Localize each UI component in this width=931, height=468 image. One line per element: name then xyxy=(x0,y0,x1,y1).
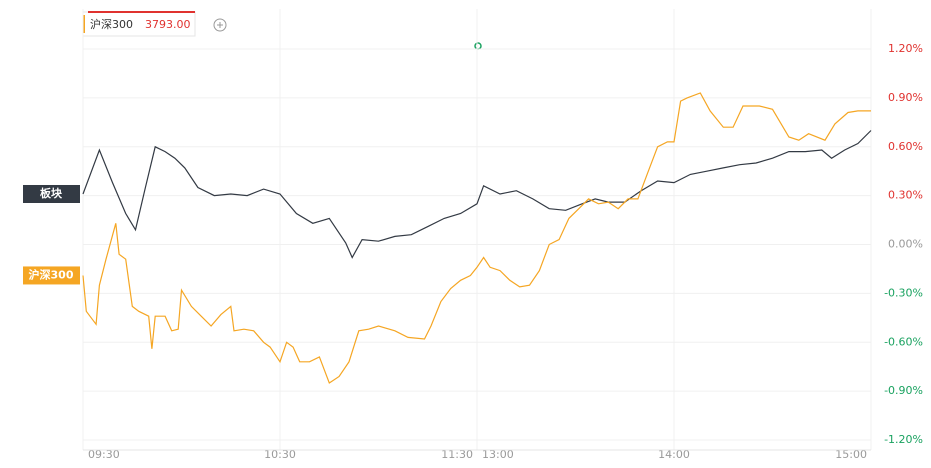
legend-tab[interactable]: 沪深300 3793.00 xyxy=(82,11,196,37)
series-line xyxy=(82,130,872,259)
legend-name: 沪深300 xyxy=(90,17,133,31)
series-badge xyxy=(23,266,80,285)
y-tick-label: 0.90% xyxy=(888,91,923,104)
add-button[interactable] xyxy=(213,18,227,32)
y-tick-label: -0.90% xyxy=(884,384,923,397)
add-plus xyxy=(217,22,223,28)
legend-value: 3793.00 xyxy=(145,18,191,31)
y-tick-label: 0.00% xyxy=(888,238,923,251)
x-tick-label: 14:00 xyxy=(658,448,690,461)
series-badge-label: 板块 xyxy=(40,186,63,200)
series-line xyxy=(82,92,871,384)
x-tick-label: 13:00 xyxy=(482,448,514,461)
x-tick-label: 10:30 xyxy=(264,448,296,461)
series-badge-label: 沪深300 xyxy=(29,267,74,281)
y-tick-label: -0.60% xyxy=(884,335,923,348)
y-tick-label: 0.30% xyxy=(888,189,923,202)
y-tick-label: -1.20% xyxy=(884,433,923,446)
y-tick-label: -0.30% xyxy=(884,286,923,299)
x-tick-label: 09:30 xyxy=(88,448,120,461)
y-tick-label: 1.20% xyxy=(888,42,923,55)
y-tick-label: 0.60% xyxy=(888,140,923,153)
series-badge xyxy=(23,184,80,203)
add-icon xyxy=(213,18,227,32)
x-tick-label: 15:00 xyxy=(835,448,867,461)
x-tick-label: 11:30 xyxy=(441,448,473,461)
event-marker[interactable] xyxy=(474,42,482,50)
